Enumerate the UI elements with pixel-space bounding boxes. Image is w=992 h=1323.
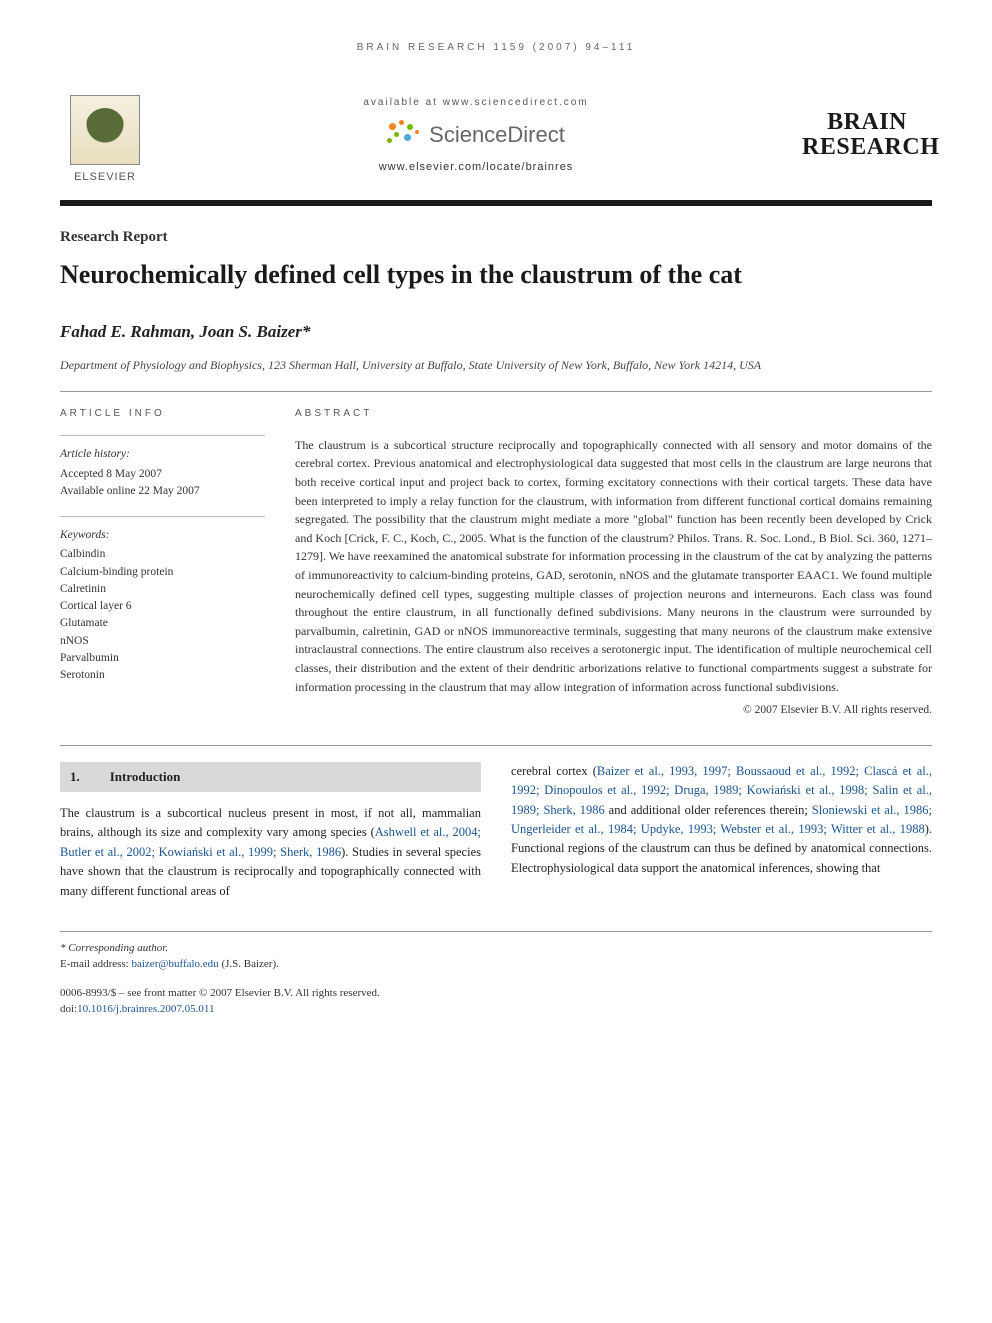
introduction-heading: 1. Introduction: [60, 762, 481, 792]
online-date: Available online 22 May 2007: [60, 483, 265, 500]
keywords-heading: Keywords:: [60, 527, 265, 544]
available-text: available at www.sciencedirect.com: [170, 95, 782, 110]
abstract-label: ABSTRACT: [295, 406, 932, 422]
email-link[interactable]: baizer@buffalo.edu: [131, 958, 218, 970]
body-columns: 1. Introduction The claustrum is a subco…: [60, 745, 932, 901]
copyright-line: © 2007 Elsevier B.V. All rights reserved…: [295, 702, 932, 720]
info-abstract-row: ARTICLE INFO Article history: Accepted 8…: [60, 391, 932, 720]
footer-block: * Corresponding author. E-mail address: …: [60, 931, 932, 1018]
header-block: ELSEVIER available at www.sciencedirect.…: [60, 85, 932, 206]
email-author: (J.S. Baizer).: [219, 958, 279, 970]
keyword-item: Calretinin: [60, 581, 265, 598]
abstract-column: ABSTRACT The claustrum is a subcortical …: [295, 406, 932, 720]
article-type: Research Report: [60, 226, 932, 249]
doi-line: doi:10.1016/j.brainres.2007.05.011: [60, 1001, 932, 1018]
abstract-text: The claustrum is a subcortical structure…: [295, 436, 932, 696]
sciencedirect-logo: ScienceDirect: [387, 118, 565, 151]
doi-link[interactable]: 10.1016/j.brainres.2007.05.011: [77, 1003, 214, 1015]
journal-url: www.elsevier.com/locate/brainres: [170, 159, 782, 176]
keyword-list: Calbindin Calcium-binding protein Calret…: [60, 546, 265, 684]
accepted-date: Accepted 8 May 2007: [60, 466, 265, 483]
journal-name-line1: BRAIN: [802, 110, 932, 135]
elsevier-logo: ELSEVIER: [60, 85, 150, 185]
section-title: Introduction: [110, 767, 181, 787]
email-label: E-mail address:: [60, 958, 131, 970]
intro-paragraph-right: cerebral cortex (Baizer et al., 1993, 19…: [511, 762, 932, 878]
sd-brand-text: ScienceDirect: [429, 118, 565, 151]
sd-dots-icon: [387, 120, 423, 148]
doi-label: doi:: [60, 1003, 77, 1015]
header-row: ELSEVIER available at www.sciencedirect.…: [60, 85, 932, 185]
elsevier-tree-icon: [70, 95, 140, 165]
journal-name-line2: RESEARCH: [802, 135, 932, 160]
history-heading: Article history:: [60, 446, 265, 463]
header-center: available at www.sciencedirect.com Scien…: [170, 95, 782, 176]
article-info-column: ARTICLE INFO Article history: Accepted 8…: [60, 406, 265, 720]
section-number: 1.: [70, 767, 80, 787]
keyword-item: nNOS: [60, 633, 265, 650]
keyword-item: Glutamate: [60, 615, 265, 632]
body-col-left: 1. Introduction The claustrum is a subco…: [60, 762, 481, 901]
issn-line: 0006-8993/$ – see front matter © 2007 El…: [60, 985, 932, 1002]
corresponding-author: * Corresponding author.: [60, 940, 932, 957]
intro-paragraph-left: The claustrum is a subcortical nucleus p…: [60, 804, 481, 901]
article-title: Neurochemically defined cell types in th…: [60, 259, 932, 292]
keyword-item: Cortical layer 6: [60, 598, 265, 615]
keyword-item: Calbindin: [60, 546, 265, 563]
keyword-item: Calcium-binding protein: [60, 564, 265, 581]
email-line: E-mail address: baizer@buffalo.edu (J.S.…: [60, 956, 932, 973]
affiliation: Department of Physiology and Biophysics,…: [60, 357, 932, 374]
running-head: BRAIN RESEARCH 1159 (2007) 94–111: [60, 40, 932, 55]
article-history-block: Article history: Accepted 8 May 2007 Ava…: [60, 435, 265, 500]
keyword-item: Parvalbumin: [60, 650, 265, 667]
keyword-item: Serotonin: [60, 667, 265, 684]
journal-logo: BRAIN RESEARCH: [802, 110, 932, 160]
intro-text: and additional older references therein;: [605, 803, 812, 817]
body-col-right: cerebral cortex (Baizer et al., 1993, 19…: [511, 762, 932, 901]
intro-text: cerebral cortex (: [511, 764, 597, 778]
elsevier-text: ELSEVIER: [74, 169, 136, 186]
article-info-label: ARTICLE INFO: [60, 406, 265, 421]
keywords-block: Keywords: Calbindin Calcium-binding prot…: [60, 516, 265, 684]
authors: Fahad E. Rahman, Joan S. Baizer*: [60, 319, 932, 345]
